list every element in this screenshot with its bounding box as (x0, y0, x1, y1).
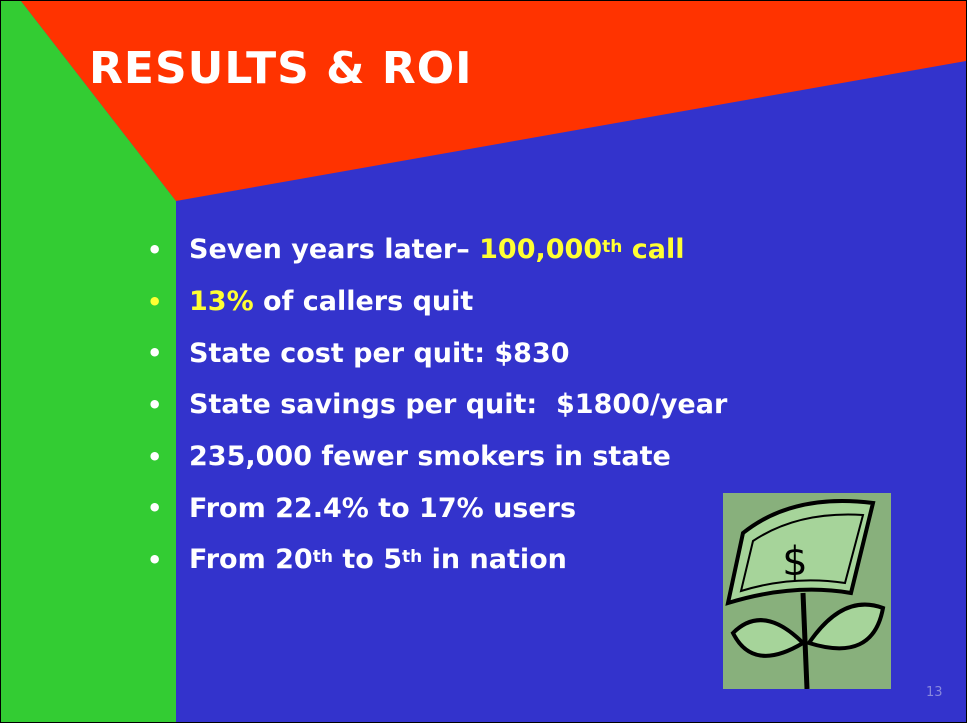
bullet-item: •State savings per quit: $1800/year (147, 379, 727, 431)
text-run: 235,000 fewer smokers in state (189, 441, 671, 472)
text-run: 5 (383, 544, 402, 575)
text-run: in nation (422, 544, 567, 575)
bullet: • (147, 391, 189, 419)
page-number: 13 (926, 685, 943, 700)
slide: RESULTS & ROI •Seven years later– 100,00… (0, 0, 967, 723)
bullet-item: •235,000 fewer smokers in state (147, 431, 727, 483)
text-run: State savings per quit: $1800/year (189, 389, 727, 420)
svg-text:$: $ (782, 539, 807, 585)
bullet: • (147, 236, 189, 264)
text-run: From 22.4% to 17% users (189, 493, 576, 524)
bullet-item: •13% of callers quit (147, 276, 727, 328)
text-run: th (602, 237, 622, 257)
text-run: 13% (189, 286, 254, 317)
text-run: to (333, 544, 383, 575)
text-run: State cost per quit: $830 (189, 338, 570, 369)
text-run: 20 (275, 544, 313, 575)
bullet: • (147, 494, 189, 522)
text-run: th (402, 547, 422, 567)
text-run: 100,000 (479, 234, 602, 265)
text-run: call (622, 234, 684, 265)
bullet: • (147, 546, 189, 574)
bullet-item: •From 22.4% to 17% users (147, 482, 727, 534)
bullet: • (147, 339, 189, 367)
text-run: of callers quit (254, 286, 474, 317)
bullet: • (147, 288, 189, 316)
title: RESULTS & ROI (89, 43, 472, 94)
text-run: Seven years later– (189, 234, 479, 265)
money-icon: $ (723, 493, 891, 689)
bullet-item: •State cost per quit: $830 (147, 327, 727, 379)
text-run: th (313, 547, 333, 567)
bullet: • (147, 443, 189, 471)
text-run: From (189, 544, 275, 575)
